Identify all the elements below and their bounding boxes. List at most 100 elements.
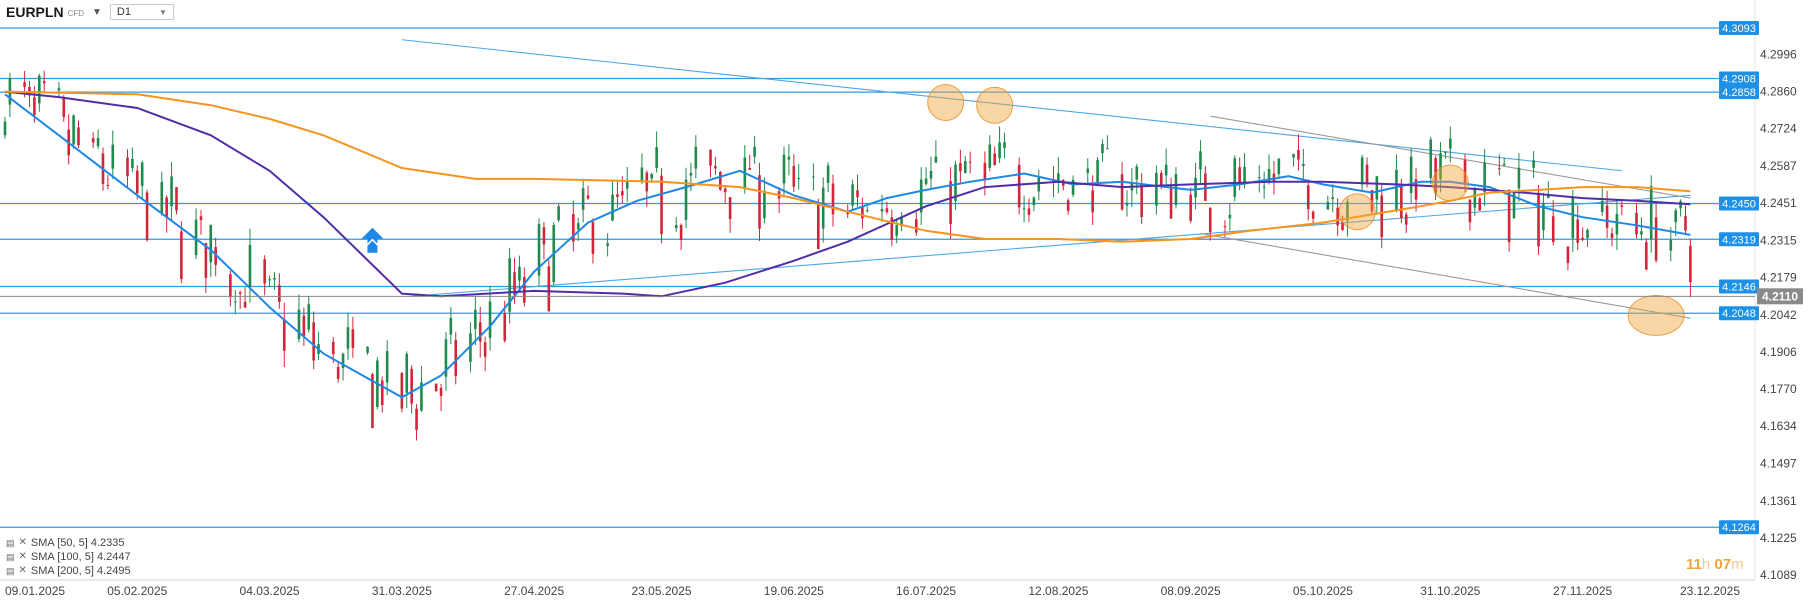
y-tick-label: 4.1497 (1760, 457, 1797, 471)
candle-body (792, 165, 796, 187)
candle-body (1645, 242, 1648, 270)
candle-body (1003, 142, 1006, 149)
symbol-dropdown-icon[interactable]: ▼ (92, 6, 102, 18)
symbol-type: CFD (67, 9, 85, 18)
candle-body (1194, 177, 1197, 198)
annotations (361, 84, 1685, 336)
candle-body (655, 147, 658, 169)
level-label: 4.2319 (1722, 234, 1756, 246)
candle-body (611, 194, 614, 221)
candle-body (591, 222, 595, 254)
countdown-minutes: 07 (1714, 556, 1732, 573)
candle-body (1164, 164, 1168, 176)
candle-body (1027, 208, 1031, 215)
candle-body (1537, 192, 1540, 247)
candle-body (1654, 217, 1658, 261)
close-icon[interactable]: ✕ (18, 565, 27, 576)
x-tick-label: 27.11.2025 (1553, 584, 1612, 598)
x-tick-label: 12.08.2025 (1028, 584, 1088, 598)
candle-body (1169, 185, 1173, 219)
candle-body (963, 161, 967, 174)
candle-body (405, 353, 409, 393)
candle-body (1502, 163, 1506, 166)
candle-body (586, 195, 590, 199)
candle-body (175, 187, 178, 211)
candle-body (135, 170, 139, 194)
candle-body (1600, 200, 1604, 212)
candle-body (263, 259, 266, 284)
highlight-ellipse (1627, 294, 1685, 336)
candle-body (478, 322, 482, 342)
level-label: 4.2450 (1722, 199, 1756, 211)
candle-body (988, 144, 992, 168)
current-price-badge (1757, 288, 1803, 305)
candle-body (1326, 201, 1330, 210)
candle-body (821, 187, 825, 229)
candle-body (297, 309, 301, 340)
x-tick-label: 09.01.2025 (5, 584, 65, 598)
candle-body (748, 167, 752, 170)
candle-body (1620, 205, 1624, 207)
candle-body (949, 181, 952, 225)
candle-body (576, 223, 580, 230)
candle-body (900, 216, 903, 227)
candle-body (1429, 139, 1433, 179)
candle-body (1444, 151, 1447, 154)
candle-body (763, 190, 766, 219)
candle-body (209, 224, 213, 263)
candle-body (1243, 167, 1246, 182)
level-badge (1719, 306, 1759, 321)
eye-icon[interactable]: ▤ (6, 552, 15, 562)
candle-body (62, 97, 66, 117)
candle-body (1311, 211, 1315, 219)
candle-body (1159, 172, 1163, 187)
candle-body (1189, 194, 1192, 221)
candle-body (679, 224, 683, 240)
level-label: 4.2858 (1722, 87, 1756, 99)
candle-body (1267, 169, 1271, 182)
candle-body (180, 231, 183, 280)
candle-body (650, 173, 654, 179)
timeframe-select[interactable]: D1 ▼ (109, 4, 174, 20)
candle-body (278, 285, 281, 302)
candle-body (954, 164, 957, 201)
candle-body (439, 387, 443, 396)
close-icon[interactable]: ✕ (18, 551, 27, 562)
candle-body (194, 219, 198, 256)
candle-body (895, 225, 898, 236)
candle-body (1360, 157, 1364, 185)
candle-body (508, 258, 511, 312)
candle-body (831, 183, 835, 215)
x-tick-label: 23.12.2025 (1680, 584, 1740, 598)
level-label: 4.1264 (1722, 522, 1756, 534)
symbol-name[interactable]: EURPLN (6, 4, 64, 20)
candle-body (474, 309, 477, 329)
candle-body (380, 380, 384, 406)
candle-body (1223, 226, 1227, 228)
candle-body (454, 340, 458, 377)
highlight-ellipse (976, 86, 1014, 124)
eye-icon[interactable]: ▤ (6, 566, 15, 576)
candle-body (1228, 214, 1232, 219)
candle-body (1292, 154, 1295, 158)
candle-body (640, 167, 644, 182)
x-tick-label: 16.07.2025 (896, 584, 956, 598)
candle-body (1306, 185, 1310, 209)
candle-body (1483, 162, 1486, 193)
candle-body (856, 190, 859, 198)
candle-body (415, 408, 418, 430)
legend-row-sma100: ▤ ✕ SMA [100, 5] 4.2447 (6, 550, 131, 564)
candle-body (1679, 201, 1682, 209)
candle-body (1478, 198, 1482, 211)
candle-body (684, 179, 688, 220)
eye-icon[interactable]: ▤ (6, 538, 15, 548)
candle-body (1071, 179, 1075, 195)
candle-body (238, 292, 242, 295)
candle-body (581, 188, 585, 210)
candle-body (1091, 190, 1094, 213)
level-badge (1719, 196, 1759, 211)
candle-body (488, 301, 492, 338)
candle-body (625, 181, 629, 189)
close-icon[interactable]: ✕ (18, 537, 27, 548)
